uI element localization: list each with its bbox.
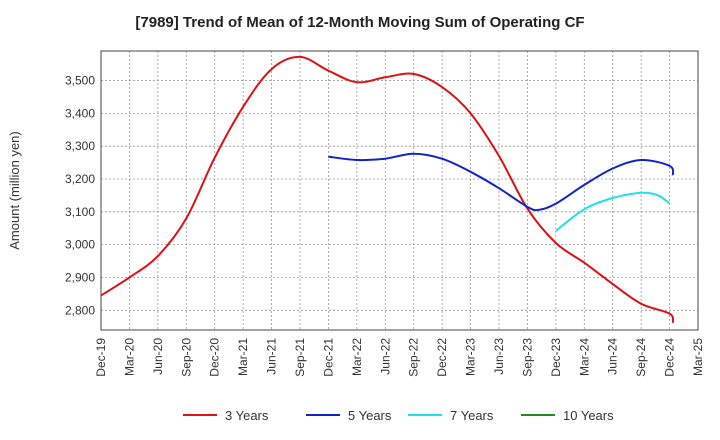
x-tick-label: Mar-24 — [577, 338, 591, 376]
x-tick-label: Dec-20 — [208, 338, 222, 377]
x-tick-label: Dec-19 — [94, 338, 108, 377]
x-tick-label: Mar-20 — [122, 338, 136, 376]
y-tick-label: 3,000 — [65, 238, 95, 252]
x-tick-label: Jun-24 — [606, 338, 620, 375]
grid-layer — [101, 51, 698, 330]
x-tick-label: Mar-21 — [236, 338, 250, 376]
x-tick-label: Dec-22 — [435, 338, 449, 377]
y-tick-label: 3,400 — [65, 106, 95, 120]
x-tick-label: Mar-22 — [350, 338, 364, 376]
x-tick-label: Sep-23 — [520, 338, 534, 377]
x-tick-label: Sep-24 — [634, 338, 648, 377]
y-tick-label: 3,500 — [65, 74, 95, 88]
y-tick-label: 2,900 — [65, 270, 95, 284]
x-tick-label: Jun-22 — [378, 338, 392, 375]
x-tick-label: Mar-25 — [691, 338, 705, 376]
series-line-5-years — [328, 152, 675, 212]
x-tick-label: Dec-23 — [549, 338, 563, 377]
plot-frame — [100, 50, 699, 331]
x-tick-label: Dec-21 — [321, 338, 335, 377]
y-tick-label: 3,300 — [65, 139, 95, 153]
x-tick-label: Sep-20 — [179, 338, 193, 377]
series-line-3-years — [100, 55, 675, 324]
x-tick-label: Sep-21 — [293, 338, 307, 377]
axis-layer: Dec-19 Mar-20 Jun-20 Sep-20 Dec-20 Mar-21 Jun-… — [7, 74, 705, 377]
legend-label-5-years: 5 Years — [348, 408, 392, 423]
legend-label-7-years: 7 Years — [450, 408, 494, 423]
series-layer — [100, 55, 675, 324]
x-tick-label: Jun-23 — [492, 338, 506, 375]
series-line-7-years — [555, 191, 671, 232]
y-axis-title: Amount (million yen) — [7, 131, 22, 250]
x-tick-label: Jun-20 — [151, 338, 165, 375]
y-tick-label: 3,200 — [65, 172, 95, 186]
y-tick-label: 3,100 — [65, 205, 95, 219]
legend: 3 Years 5 Years 7 Years 10 Years — [183, 408, 614, 423]
x-tick-label: Dec-24 — [663, 338, 677, 377]
legend-label-3-years: 3 Years — [225, 408, 269, 423]
x-tick-label: Mar-23 — [464, 338, 478, 376]
y-tick-label: 2,800 — [65, 303, 95, 317]
x-tick-label: Sep-22 — [407, 338, 421, 377]
legend-label-10-years: 10 Years — [563, 408, 614, 423]
chart-title: [7989] Trend of Mean of 12-Month Moving … — [135, 14, 585, 31]
x-tick-label: Jun-21 — [265, 338, 279, 375]
